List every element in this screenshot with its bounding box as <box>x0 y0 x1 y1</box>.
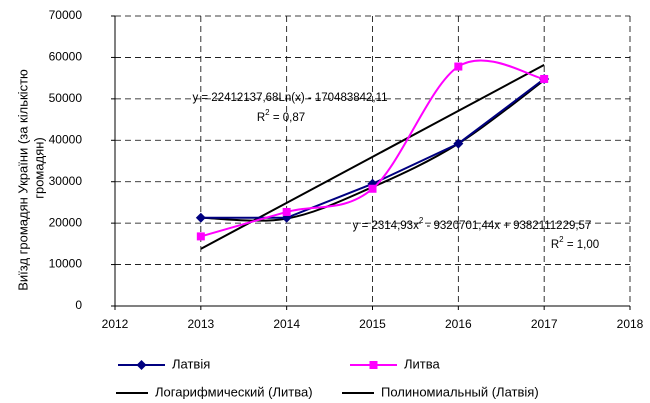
y-tick-label: 20000 <box>49 215 83 229</box>
marker <box>195 212 206 223</box>
marker <box>368 184 377 193</box>
annotation-text: = 1,00 <box>564 239 600 251</box>
annotation-text: R <box>257 112 265 124</box>
y-axis-label: Виїзд громадян України (за кількістю <box>15 69 30 291</box>
y-tick-label: 40000 <box>49 132 83 146</box>
annotation: R2 = 1,00 <box>551 235 599 251</box>
series-line <box>200 59 545 238</box>
annotation-text: = 0,87 <box>270 112 306 124</box>
marker <box>196 232 205 241</box>
x-tick-label: 2018 <box>617 317 644 331</box>
x-tick-label: 2014 <box>273 317 300 331</box>
y-tick-label: 0 <box>75 298 82 312</box>
legend-label: Логарифмический (Литва) <box>155 384 313 399</box>
annotation: y = 2314,93x2 - 9320701,44x + 9382111229… <box>353 216 592 232</box>
x-tick-label: 2016 <box>445 317 472 331</box>
superscript: 2 <box>419 216 424 225</box>
y-tick-label: 70000 <box>49 8 83 22</box>
x-tick-label: 2015 <box>359 317 386 331</box>
marker <box>453 138 464 149</box>
marker <box>369 361 378 369</box>
legend-label: Латвія <box>172 356 210 371</box>
y-axis-label: громадян) <box>31 137 46 199</box>
marker <box>540 74 549 83</box>
y-tick-label: 30000 <box>49 174 83 188</box>
legend-label: Полиномиальный (Латвія) <box>381 384 539 399</box>
annotation-text: - 9320701,44x + 9382111229,57 <box>423 220 591 232</box>
annotation-text: R <box>551 239 559 251</box>
marker <box>282 207 291 216</box>
y-tick-label: 10000 <box>49 257 83 271</box>
marker <box>136 360 147 370</box>
x-tick-label: 2012 <box>102 317 129 331</box>
y-tick-label: 50000 <box>49 91 83 105</box>
annotation-text: y = 2314,93x <box>353 220 419 232</box>
x-tick-label: 2013 <box>187 317 214 331</box>
legend-label: Литва <box>404 356 441 371</box>
x-tick-label: 2017 <box>531 317 558 331</box>
superscript: 2 <box>265 108 270 117</box>
annotation-text: y = 22412137,68Ln(x) - 170483842,11 <box>192 92 387 104</box>
marker <box>454 62 463 71</box>
annotation: y = 22412137,68Ln(x) - 170483842,11 <box>192 92 387 104</box>
superscript: 2 <box>559 235 564 244</box>
y-tick-label: 60000 <box>49 50 83 64</box>
annotation: R2 = 0,87 <box>257 108 305 124</box>
